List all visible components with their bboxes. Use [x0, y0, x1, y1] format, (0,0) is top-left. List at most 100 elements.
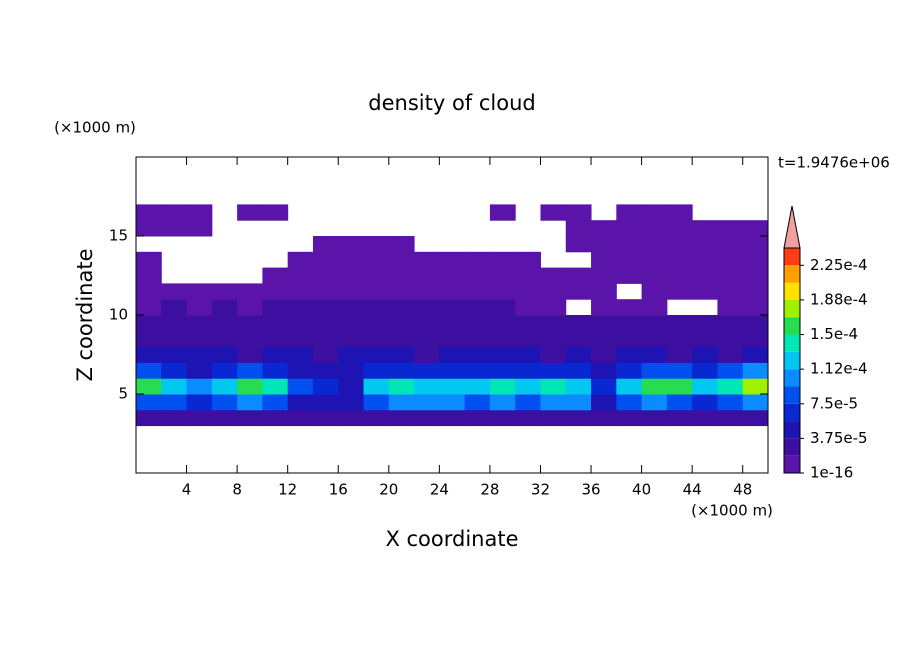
contour-cell [136, 220, 162, 237]
contour-cell [692, 220, 718, 237]
contour-cell [692, 236, 718, 253]
contour-cell [616, 378, 643, 395]
contour-cell [211, 315, 238, 332]
contour-cell [540, 394, 567, 411]
y-tick-label: 15 [109, 227, 128, 245]
contour-cell [262, 362, 289, 379]
contour-cell [692, 267, 718, 284]
contour-cell [717, 220, 744, 237]
colorbar-tick-label: 1.5e-4 [810, 325, 858, 343]
contour-cell [338, 315, 365, 332]
contour-cell [338, 330, 365, 348]
contour-cell [237, 394, 263, 411]
y-unit: (×1000 m) [54, 119, 136, 137]
contour-cell [262, 378, 289, 395]
contour-cell [591, 220, 617, 237]
contour-cell [666, 251, 693, 269]
contour-cell [186, 394, 213, 411]
contour-cell [540, 378, 567, 395]
contour-cell [262, 409, 289, 427]
colorbar-tick-label: 3.75e-5 [810, 429, 868, 447]
contour-cell [363, 315, 390, 332]
contour-cell [616, 394, 643, 411]
contour-cell [363, 330, 390, 348]
colorbar-tick-label: 1.12e-4 [810, 360, 868, 378]
colorbar-tick-label: 1e-16 [810, 464, 853, 482]
contour-cell [388, 330, 415, 348]
contour-cell [641, 283, 668, 300]
contour-cell [287, 251, 314, 269]
contour-cell [666, 236, 693, 253]
contour-cell [186, 330, 213, 348]
colorbar-band [784, 369, 800, 387]
contour-cell [414, 378, 440, 395]
x-tick-label: 40 [632, 481, 651, 499]
contour-cell [161, 315, 188, 332]
contour-cell [211, 378, 238, 395]
contour-cell [742, 299, 769, 316]
contour-cell [591, 315, 617, 332]
contour-cell [464, 315, 491, 332]
contour-cell [540, 267, 567, 284]
contour-cell [540, 204, 567, 221]
contour-cell [616, 315, 643, 332]
contour-cell [287, 394, 314, 411]
contour-cell [717, 362, 744, 379]
contour-cell [717, 251, 744, 269]
contour-cell [616, 299, 643, 316]
contour-cell [591, 330, 617, 348]
contour-cell [388, 315, 415, 332]
contour-cell [312, 362, 339, 379]
contour-cell [312, 267, 339, 284]
contour-cell [666, 362, 693, 379]
contour-cell [692, 315, 718, 332]
contour-cell [439, 251, 466, 269]
contour-cell [161, 283, 188, 300]
contour-cell [338, 299, 365, 316]
x-tick-label: 44 [683, 481, 702, 499]
contour-cell [312, 251, 339, 269]
contour-cell [136, 409, 162, 427]
contour-cell [742, 283, 769, 300]
contour-cell [666, 283, 693, 300]
contour-cell [515, 251, 541, 269]
contour-cell [161, 378, 188, 395]
x-tick-label: 16 [329, 481, 348, 499]
contour-cell [515, 299, 541, 316]
contour-cell [565, 394, 592, 411]
contour-cell [262, 394, 289, 411]
contour-cell [641, 362, 668, 379]
contour-cell [312, 378, 339, 395]
contour-cell [312, 283, 339, 300]
contour-cell [666, 394, 693, 411]
contour-cell [161, 346, 188, 363]
contour-cell [439, 394, 466, 411]
contour-cell [237, 283, 263, 300]
annotation: t=1.9476e+06 [778, 154, 890, 172]
contour-cell [464, 394, 491, 411]
contour-cell [388, 362, 415, 379]
contour-cell [136, 204, 162, 221]
contour-cell [363, 283, 390, 300]
contour-cell [237, 299, 263, 316]
contour-cell [616, 330, 643, 348]
x-tick-label: 32 [531, 481, 550, 499]
contour-cell [363, 267, 390, 284]
contour-cell [591, 299, 617, 316]
contour-cell [237, 378, 263, 395]
contour-cell [666, 220, 693, 237]
contour-cell [388, 267, 415, 284]
contour-cell [641, 251, 668, 269]
contour-cell [717, 346, 744, 363]
contour-cell [565, 220, 592, 237]
contour-cell [717, 315, 744, 332]
colorbar-band [784, 438, 800, 456]
contour-cell [237, 409, 263, 427]
contour-cell [489, 330, 516, 348]
contour-cell [717, 330, 744, 348]
contour-cell [312, 236, 339, 253]
contour-cell [388, 236, 415, 253]
contour-cell [641, 267, 668, 284]
contour-cell [312, 346, 339, 363]
